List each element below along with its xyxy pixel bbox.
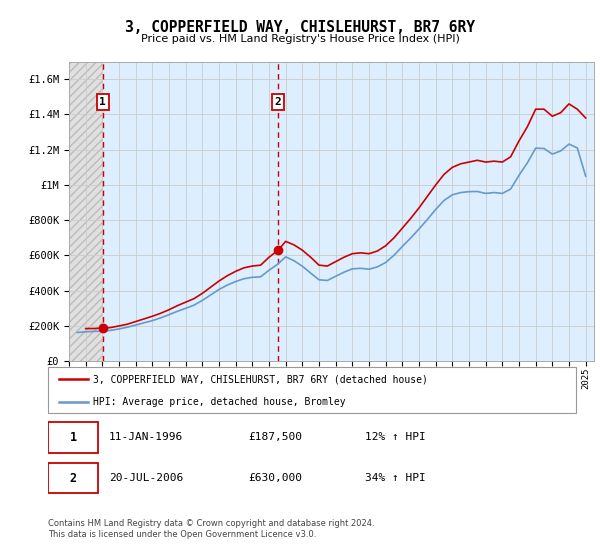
Text: £187,500: £187,500 bbox=[248, 432, 302, 442]
Text: 12% ↑ HPI: 12% ↑ HPI bbox=[365, 432, 425, 442]
FancyBboxPatch shape bbox=[48, 463, 98, 493]
Text: 2: 2 bbox=[275, 97, 281, 107]
Text: 20-JUL-2006: 20-JUL-2006 bbox=[109, 473, 183, 483]
Text: 1: 1 bbox=[70, 431, 77, 444]
Text: 3, COPPERFIELD WAY, CHISLEHURST, BR7 6RY: 3, COPPERFIELD WAY, CHISLEHURST, BR7 6RY bbox=[125, 20, 475, 35]
FancyBboxPatch shape bbox=[48, 367, 576, 413]
Text: HPI: Average price, detached house, Bromley: HPI: Average price, detached house, Brom… bbox=[93, 397, 346, 407]
Bar bbox=[69, 62, 103, 361]
Text: 1: 1 bbox=[100, 97, 106, 107]
Text: 2: 2 bbox=[70, 472, 77, 485]
Text: £630,000: £630,000 bbox=[248, 473, 302, 483]
Bar bbox=[69, 62, 103, 361]
FancyBboxPatch shape bbox=[48, 422, 98, 452]
Text: 3, COPPERFIELD WAY, CHISLEHURST, BR7 6RY (detached house): 3, COPPERFIELD WAY, CHISLEHURST, BR7 6RY… bbox=[93, 374, 428, 384]
Text: 11-JAN-1996: 11-JAN-1996 bbox=[109, 432, 183, 442]
Text: Contains HM Land Registry data © Crown copyright and database right 2024.
This d: Contains HM Land Registry data © Crown c… bbox=[48, 520, 374, 539]
Text: 34% ↑ HPI: 34% ↑ HPI bbox=[365, 473, 425, 483]
Text: Price paid vs. HM Land Registry's House Price Index (HPI): Price paid vs. HM Land Registry's House … bbox=[140, 34, 460, 44]
